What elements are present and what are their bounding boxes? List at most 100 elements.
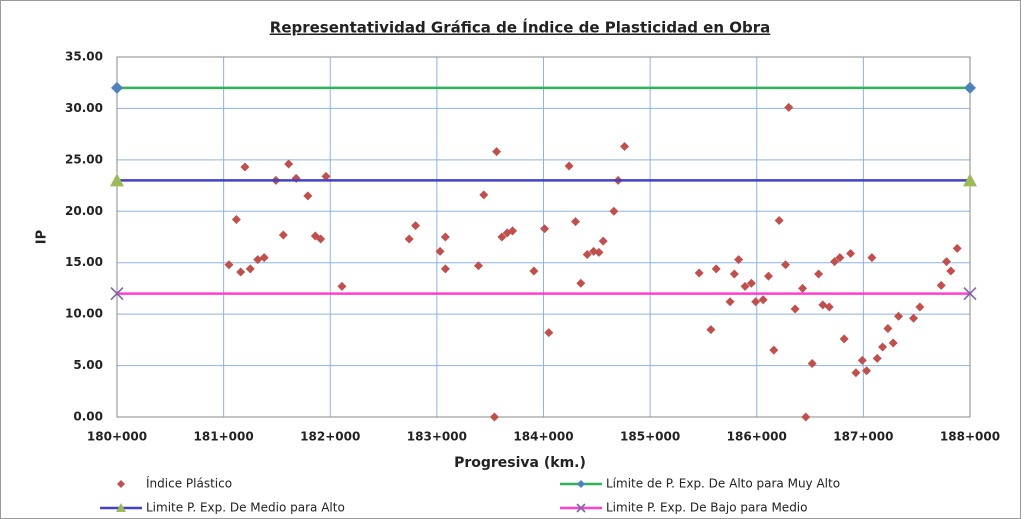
data-point: [814, 269, 824, 279]
data-point: [851, 368, 861, 378]
y-tick-label: 10.00: [65, 307, 103, 321]
data-point: [711, 264, 721, 274]
data-point: [908, 313, 918, 323]
data-point: [278, 230, 288, 240]
data-point: [240, 162, 250, 172]
data-point: [784, 102, 794, 112]
data-point: [576, 278, 586, 288]
data-point: [598, 236, 608, 246]
data-point: [479, 190, 489, 200]
data-point: [857, 355, 867, 365]
data-point: [540, 224, 550, 234]
legend-marker: [117, 480, 125, 488]
x-tick-label: 182+000: [300, 430, 360, 444]
data-point: [321, 171, 331, 181]
data-point: [888, 338, 898, 348]
data-point: [582, 249, 592, 259]
data-point: [564, 161, 574, 171]
plot-border: [116, 56, 971, 418]
data-point: [303, 191, 313, 201]
line-marker: [963, 287, 977, 301]
chart-title: Representatividad Gráfica de Índice de P…: [270, 18, 770, 37]
legend-marker: [576, 503, 586, 513]
data-point: [946, 266, 956, 276]
data-point: [706, 325, 716, 335]
y-axis-label: IP: [35, 230, 50, 244]
line-marker: [110, 287, 124, 301]
x-tick-label: 183+000: [407, 430, 467, 444]
data-point: [411, 221, 421, 231]
data-point: [746, 278, 756, 288]
x-axis-label: Progresiva (km.): [454, 455, 586, 471]
data-point: [404, 234, 414, 244]
data-point: [259, 253, 269, 263]
data-point: [801, 412, 811, 422]
data-point: [544, 328, 554, 338]
legend-label: Índice Plástico: [146, 476, 232, 491]
y-tick-label: 25.00: [65, 152, 103, 166]
legend-marker: [116, 503, 126, 512]
data-point: [807, 359, 817, 369]
data-point: [830, 257, 840, 267]
data-point: [915, 302, 925, 312]
data-point: [790, 304, 800, 314]
data-point: [316, 234, 326, 244]
x-tick-label: 187+000: [833, 430, 893, 444]
data-point: [878, 342, 888, 352]
data-point: [769, 345, 779, 355]
y-tick-label: 5.00: [73, 358, 103, 372]
data-point: [508, 226, 518, 236]
data-point: [570, 217, 580, 227]
y-tick-label: 35.00: [65, 50, 103, 64]
data-point: [594, 247, 604, 257]
legend-marker: [577, 480, 585, 488]
data-point: [694, 268, 704, 278]
data-point: [883, 324, 893, 334]
data-point: [473, 261, 483, 271]
data-point: [936, 280, 946, 290]
data-point: [492, 147, 502, 157]
data-point: [846, 248, 856, 258]
line-marker: [963, 173, 977, 187]
data-point: [763, 271, 773, 281]
data-point: [236, 267, 246, 277]
data-point: [774, 216, 784, 226]
data-point: [245, 264, 255, 274]
data-point: [224, 260, 234, 270]
data-point: [529, 266, 539, 276]
data-point: [231, 215, 241, 225]
data-point: [862, 366, 872, 376]
data-point: [781, 260, 791, 270]
data-point: [894, 311, 904, 321]
data-point: [734, 255, 744, 265]
data-point: [489, 412, 499, 422]
data-point: [758, 295, 768, 305]
data-point: [620, 141, 630, 151]
y-tick-label: 0.00: [73, 410, 103, 424]
x-tick-label: 184+000: [513, 430, 573, 444]
data-point: [729, 269, 739, 279]
y-tick-label: 15.00: [65, 255, 103, 269]
data-point: [824, 302, 834, 312]
data-point: [440, 232, 450, 242]
data-point: [497, 232, 507, 242]
x-tick-label: 188+000: [940, 430, 1000, 444]
data-point: [435, 246, 445, 256]
x-tick-label: 180+000: [87, 430, 147, 444]
data-point: [440, 264, 450, 274]
data-point: [284, 159, 294, 169]
line-marker: [111, 81, 123, 94]
data-point: [952, 243, 962, 253]
x-tick-label: 185+000: [620, 430, 680, 444]
data-point: [740, 281, 750, 291]
y-tick-label: 20.00: [65, 204, 103, 218]
line-marker: [110, 173, 124, 187]
legend-label: Límite de P. Exp. De Alto para Muy Alto: [606, 477, 840, 491]
data-point: [867, 253, 877, 263]
data-point: [872, 353, 882, 363]
data-point: [839, 334, 849, 344]
data-point: [725, 297, 735, 307]
data-point: [942, 257, 952, 267]
data-point: [337, 281, 347, 291]
y-tick-label: 30.00: [65, 101, 103, 115]
